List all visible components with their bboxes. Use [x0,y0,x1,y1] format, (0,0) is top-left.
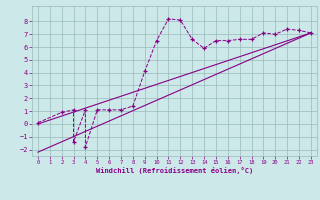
X-axis label: Windchill (Refroidissement éolien,°C): Windchill (Refroidissement éolien,°C) [96,167,253,174]
